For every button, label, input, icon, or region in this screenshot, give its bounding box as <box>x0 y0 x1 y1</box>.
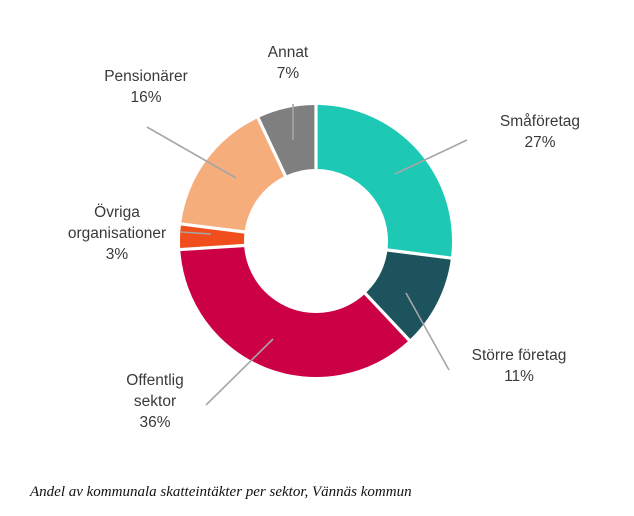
slice-name-label: Pensionärer <box>104 68 188 85</box>
slice-value-label: 36% <box>139 414 170 431</box>
label-offentlig-sektor: Offentlig sektor 36% <box>126 372 183 431</box>
slice-offentlig-sektor <box>180 247 408 377</box>
slice-value-label: 3% <box>106 246 129 263</box>
chart-caption: Andel av kommunala skatteintäkter per se… <box>30 484 412 500</box>
slice-value-label: 11% <box>504 368 534 385</box>
donut-slices <box>180 105 453 377</box>
slice-labels: Småföretag 27% Större företag 11% Offentlig s… <box>68 44 580 431</box>
slice-annat <box>259 105 315 176</box>
slice-name-label: Övriga <box>94 203 140 221</box>
leader-line-storre-foretag <box>405 292 450 371</box>
leader-lines <box>146 104 468 406</box>
leader-line-pensionarer <box>146 126 237 179</box>
slice-name-label: Offentlig <box>126 372 183 389</box>
leader-line-offentlig-sektor <box>205 338 274 406</box>
slice-storre-foretag <box>366 251 451 340</box>
slice-pensionarer <box>181 118 284 231</box>
slice-name-label: Småföretag <box>500 113 580 130</box>
slice-value-label: 7% <box>277 65 300 82</box>
slice-name-label: sektor <box>134 393 176 410</box>
slice-ovriga-organisationer <box>180 225 245 248</box>
label-annat: Annat 7% <box>268 44 309 82</box>
label-storre-foretag: Större företag 11% <box>472 347 567 385</box>
slice-name-label: organisationer <box>68 225 166 242</box>
label-ovriga-organisationer: Övriga organisationer 3% <box>68 203 166 263</box>
leader-line-ovriga-organisationer <box>180 231 212 235</box>
label-pensionarer: Pensionärer 16% <box>104 68 188 106</box>
slice-name-label: Större företag <box>472 347 567 364</box>
label-smaforetag: Småföretag 27% <box>500 113 580 151</box>
slice-smaforetag <box>317 105 453 257</box>
donut-chart: Småföretag 27% Större företag 11% Offentlig s… <box>68 44 580 431</box>
leader-line-smaforetag <box>394 139 468 175</box>
slice-value-label: 27% <box>524 134 555 151</box>
slice-value-label: 16% <box>130 89 161 106</box>
slice-name-label: Annat <box>268 44 309 61</box>
